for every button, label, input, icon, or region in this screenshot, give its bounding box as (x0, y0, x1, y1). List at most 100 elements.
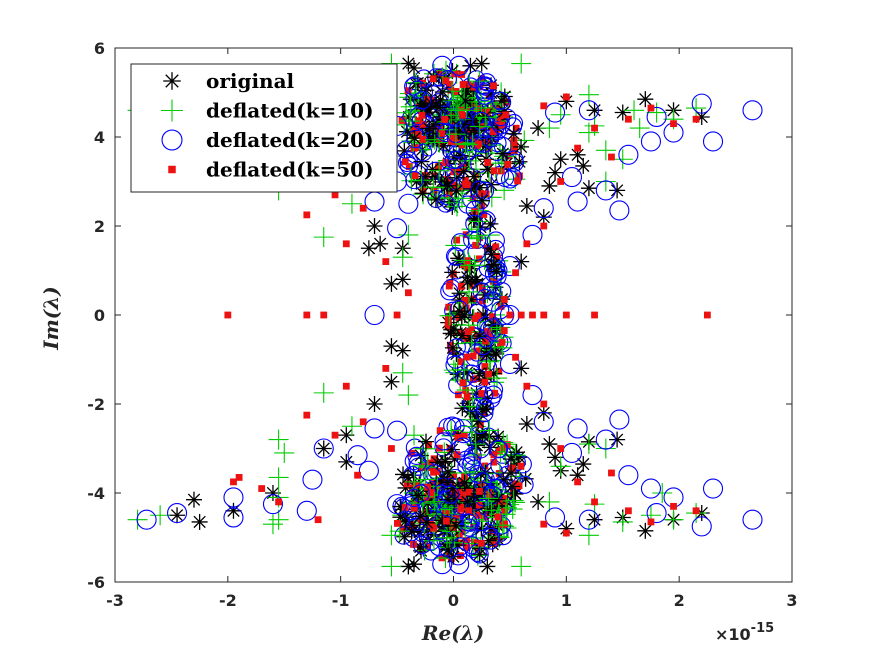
point-s3-47 (647, 104, 655, 112)
x-axis-exponent: ×10-15 (715, 621, 774, 644)
cluster-point-3-211 (465, 488, 473, 496)
point-s2-13 (398, 193, 419, 214)
cluster-point-4-171 (445, 303, 453, 311)
cluster-point-2-242 (471, 111, 491, 130)
cluster-point-2-238 (404, 77, 423, 96)
cluster-point-1-228 (503, 465, 520, 482)
cluster-point-1-227 (508, 464, 516, 472)
cluster-point-4-195 (473, 347, 481, 355)
cluster-point-4-252 (451, 303, 468, 320)
cluster-point-4-251 (464, 328, 472, 336)
cluster-point-1-111 (490, 458, 498, 466)
cluster-point-0-35 (405, 163, 413, 170)
cluster-point-1-155 (425, 442, 432, 449)
cluster-point-0-160 (511, 153, 528, 170)
cluster-point-4-259 (463, 393, 471, 401)
legend-marker-0 (163, 72, 181, 90)
point-s1-26 (539, 118, 560, 139)
point-s0-8 (366, 396, 383, 412)
point-s0-48 (609, 431, 626, 448)
cluster-point-4-155 (444, 322, 452, 330)
point-s0-58 (513, 253, 530, 270)
cluster-point-2-228 (421, 120, 438, 137)
cluster-point-3-75 (488, 527, 496, 535)
cluster-point-4-149 (445, 235, 466, 256)
cluster-point-0-250 (447, 150, 466, 169)
cluster-point-4-175 (471, 315, 479, 323)
cluster-point-0-243 (484, 159, 492, 166)
cluster-point-4-216 (478, 400, 495, 417)
point-s2-26 (449, 554, 470, 575)
legend-marker-1 (161, 99, 183, 122)
cluster-point-0-148 (427, 191, 444, 208)
point-s3-45 (624, 115, 632, 123)
cluster-point-1-139 (503, 441, 511, 448)
cluster-point-3-234 (411, 484, 430, 503)
cluster-point-0-188 (439, 177, 456, 194)
point-s1-24 (511, 53, 532, 74)
cluster-point-3-240 (489, 491, 506, 508)
cluster-point-4-243 (481, 378, 489, 386)
cluster-point-3-236 (412, 508, 429, 525)
point-s1-3 (268, 509, 289, 530)
point-s3-4 (506, 311, 514, 319)
cluster-point-0-162 (505, 150, 524, 169)
cluster-point-2-223 (418, 111, 426, 119)
point-s3-16 (303, 211, 311, 219)
point-s3-59 (404, 289, 412, 297)
cluster-point-1-255 (500, 495, 508, 502)
cluster-point-0-163 (450, 168, 458, 176)
point-s0-42 (541, 436, 558, 453)
point-s2-27 (432, 554, 453, 575)
cluster-point-4-179 (489, 313, 496, 321)
cluster-point-3-219 (427, 520, 434, 528)
cluster-point-3-239 (401, 503, 409, 511)
cluster-point-4-244 (459, 274, 476, 291)
point-s1-27 (550, 104, 571, 125)
cluster-point-0-248 (452, 147, 469, 164)
cluster-point-1-220 (503, 451, 520, 468)
cluster-point-3-215 (494, 513, 502, 521)
cluster-point-4-203 (478, 390, 486, 397)
cluster-point-4-254 (465, 214, 484, 233)
cluster-point-0-234 (436, 194, 455, 213)
cluster-point-0-74 (399, 151, 418, 170)
cluster-point-3-252 (440, 491, 457, 508)
cluster-point-4-234 (475, 386, 494, 405)
cluster-point-0-121 (446, 196, 467, 217)
point-s1-34 (629, 118, 650, 139)
point-s3-36 (540, 400, 548, 408)
cluster-point-4-15 (462, 231, 470, 239)
point-s0-5 (315, 440, 332, 457)
cluster-point-3-259 (393, 520, 401, 527)
point-s2-24 (432, 55, 453, 76)
cluster-point-2-163 (472, 125, 480, 133)
point-s1-37 (686, 98, 707, 119)
cluster-point-0-199 (401, 158, 409, 166)
legend-marker-2 (161, 129, 183, 151)
point-s2-46 (691, 93, 712, 114)
cluster-point-4-225 (461, 332, 482, 353)
cluster-point-2-251 (450, 132, 458, 140)
legend-entry-2: deflated(k=20) (161, 128, 374, 152)
cluster-point-4-240 (444, 339, 461, 356)
cluster-point-0-172 (414, 185, 431, 202)
cluster-point-4-255 (498, 338, 506, 346)
point-s3-14 (275, 498, 283, 506)
cluster-point-0-19 (462, 176, 469, 184)
cluster-point-2-205 (429, 132, 450, 153)
cluster-point-4-78 (463, 230, 482, 249)
cluster-point-4-136 (444, 264, 461, 281)
cluster-point-1-215 (476, 420, 484, 428)
cluster-point-3-179 (458, 491, 466, 499)
legend-entry-3: deflated(k=50) (168, 158, 374, 182)
cluster-point-2-143 (419, 120, 427, 128)
cluster-point-2-169 (400, 96, 421, 117)
cluster-point-2-230 (467, 70, 486, 89)
point-s3-30 (500, 327, 508, 334)
cluster-point-3-155 (457, 552, 464, 560)
cluster-point-1-147 (430, 480, 438, 487)
point-s2-36 (595, 180, 616, 201)
point-s3-7 (540, 311, 548, 319)
x-axis-label: Re(λ) (421, 621, 484, 645)
